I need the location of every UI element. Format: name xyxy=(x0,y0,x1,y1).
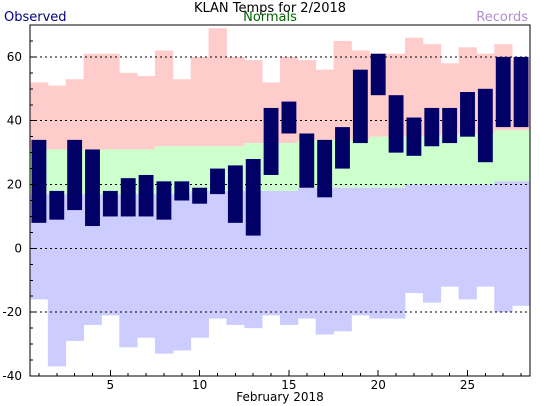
record-low-band xyxy=(208,190,227,319)
normal-band xyxy=(351,139,370,188)
x-tick-label: 10 xyxy=(192,378,207,392)
record-high-band xyxy=(47,85,67,150)
y-tick-label: -40 xyxy=(2,369,22,383)
record-low-band xyxy=(351,187,370,316)
x-tick-label: 15 xyxy=(281,378,296,392)
record-low-band xyxy=(458,184,477,300)
observed-bar xyxy=(424,107,440,147)
normal-band xyxy=(422,136,442,185)
y-tick-label: 20 xyxy=(7,178,22,192)
observed-bar xyxy=(495,56,511,128)
normal-band xyxy=(369,136,388,188)
observed-bar xyxy=(120,178,136,217)
observed-bar xyxy=(299,133,315,188)
record-high-band xyxy=(315,69,334,140)
record-low-band xyxy=(262,190,281,316)
observed-bar xyxy=(352,69,368,144)
record-low-band xyxy=(65,194,84,341)
observed-bar xyxy=(245,159,261,236)
record-low-band xyxy=(476,184,495,287)
observed-bar xyxy=(31,139,47,223)
legend-normals: Normals xyxy=(243,10,297,25)
record-low-band xyxy=(101,194,120,316)
observed-bar xyxy=(317,139,333,198)
normal-band xyxy=(47,149,67,195)
record-high-band xyxy=(119,72,138,150)
observed-bar xyxy=(210,168,225,195)
normal-band xyxy=(512,130,531,182)
x-tick-label: 5 xyxy=(107,378,115,392)
legend-observed: Observed xyxy=(4,10,67,25)
record-low-band xyxy=(190,190,209,338)
observed-bar xyxy=(192,187,208,204)
y-tick-label: 40 xyxy=(7,114,22,128)
record-low-band xyxy=(369,187,388,319)
record-low-band xyxy=(494,181,513,313)
record-high-band xyxy=(297,60,317,140)
observed-bar xyxy=(388,95,404,153)
normal-band xyxy=(458,133,477,185)
record-low-band xyxy=(315,187,334,335)
chart-title: KLAN Temps for 2/2018 xyxy=(193,1,347,16)
observed-bar xyxy=(477,88,493,163)
x-tick-label: 25 xyxy=(460,378,475,392)
record-high-band xyxy=(208,28,227,147)
record-high-band xyxy=(172,79,192,147)
record-high-band xyxy=(83,53,102,150)
record-high-band xyxy=(30,82,49,150)
record-low-band xyxy=(226,190,245,325)
observed-bar xyxy=(460,92,475,137)
observed-bar xyxy=(227,165,243,223)
y-tick-label: 0 xyxy=(14,241,22,255)
record-low-band xyxy=(137,194,156,338)
normal-band xyxy=(494,130,513,182)
observed-bar xyxy=(85,149,100,227)
normal-band xyxy=(101,149,120,195)
normal-band xyxy=(280,143,299,191)
observed-bar xyxy=(370,53,386,96)
observed-bar xyxy=(442,107,458,144)
observed-bar xyxy=(335,127,350,169)
record-high-band xyxy=(137,76,156,150)
record-low-band xyxy=(422,184,442,303)
record-low-band xyxy=(440,184,459,287)
record-high-band xyxy=(101,53,120,150)
record-low-band xyxy=(83,194,102,325)
record-high-band xyxy=(65,79,84,150)
y-tick-label: 60 xyxy=(7,50,22,64)
observed-bar xyxy=(174,181,190,201)
observed-bar xyxy=(513,56,529,128)
record-low-band xyxy=(155,194,174,354)
record-high-band xyxy=(333,40,352,140)
record-low-band xyxy=(405,184,424,294)
normal-band xyxy=(440,133,459,185)
observed-bar xyxy=(49,190,65,220)
x-axis-label: February 2018 xyxy=(236,390,324,404)
record-high-band xyxy=(226,56,245,147)
y-tick-label: -20 xyxy=(2,305,22,319)
record-low-band xyxy=(387,187,406,319)
record-high-band xyxy=(405,37,424,137)
record-low-band xyxy=(47,194,67,367)
record-low-band xyxy=(119,194,138,348)
record-high-band xyxy=(244,60,263,144)
record-low-band xyxy=(280,190,299,325)
x-tick-label: 20 xyxy=(371,378,386,392)
record-low-band xyxy=(333,187,352,332)
record-high-band xyxy=(155,50,174,147)
observed-bar xyxy=(406,117,422,156)
record-low-band xyxy=(512,181,531,306)
observed-bar xyxy=(281,101,297,134)
observed-bar xyxy=(263,107,279,175)
normal-band xyxy=(190,146,209,191)
record-high-band xyxy=(190,56,209,147)
record-low-band xyxy=(172,194,192,351)
observed-bar xyxy=(138,174,154,217)
record-low-band xyxy=(297,187,317,319)
observed-bar xyxy=(67,139,83,211)
observed-bar xyxy=(102,190,118,217)
observed-bar xyxy=(156,181,172,220)
legend-records: Records xyxy=(476,10,528,25)
